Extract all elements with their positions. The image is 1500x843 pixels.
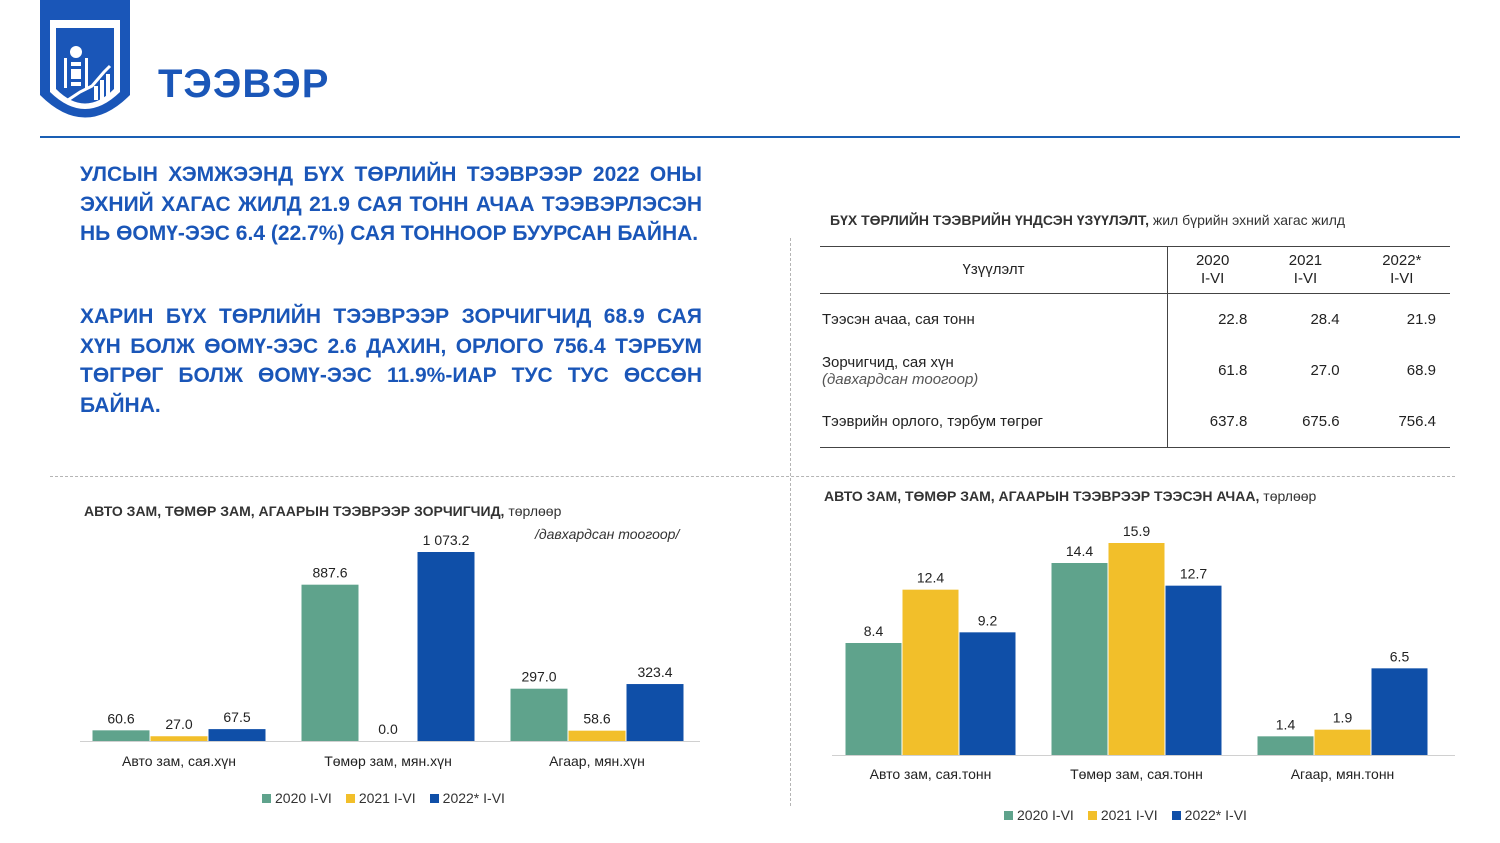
cargo-chart-legend: 2020 I-VI 2021 I-VI 2022* I-VI — [1004, 807, 1247, 823]
cell-value: 637.8 — [1167, 396, 1258, 448]
soyombo-logo — [40, 0, 130, 118]
passengers-chart-title: АВТО ЗАМ, ТӨМӨР ЗАМ, АГААРЫН ТЭЭВРЭЭР ЗО… — [84, 503, 562, 519]
legend-item-2020: 2020 I-VI — [1004, 807, 1074, 823]
header-divider — [40, 136, 1460, 138]
data-label: 297.0 — [521, 669, 556, 685]
legend-item-2021: 2021 I-VI — [345, 790, 416, 806]
category-label: Төмөр зам, мян.хүн — [324, 753, 452, 769]
vertical-separator — [790, 238, 791, 806]
table-row: Зорчигчид, сая хүн (давхардсан тоогоор) 6… — [820, 345, 1450, 396]
bar — [902, 589, 959, 755]
cell-value: 68.9 — [1406, 362, 1436, 379]
bar — [1051, 563, 1108, 755]
data-label: 9.2 — [978, 612, 998, 628]
legend-swatch-2022 — [429, 793, 439, 803]
bar — [1314, 729, 1371, 755]
cell-value: 756.4 — [1353, 396, 1450, 448]
bar — [301, 584, 359, 741]
table-header-2022: 2022* I-VI — [1353, 246, 1450, 294]
row-label: Тээсэн ачаа, сая тонн — [822, 311, 975, 328]
row-sublabel: (давхардсан тоогоор) — [822, 370, 979, 388]
cargo-chart-title: АВТО ЗАМ, ТӨМӨР ЗАМ, АГААРЫН ТЭЭВРЭЭР ТЭ… — [824, 488, 1317, 504]
data-label: 1.4 — [1276, 716, 1296, 732]
legend-item-2022: 2022* I-VI — [1171, 807, 1247, 823]
table-row: Тээсэн ачаа, сая тонн 22.8 28.4 21.9 — [820, 293, 1450, 345]
table-title: БҮХ ТӨРЛИЙН ТЭЭВРИЙН ҮНДСЭН ҮЗҮҮЛЭЛТ, жи… — [830, 212, 1346, 228]
data-label: 67.5 — [223, 709, 250, 725]
legend-swatch-2022 — [1171, 810, 1181, 820]
bar — [568, 730, 626, 741]
bar — [626, 684, 684, 741]
category-label: Төмөр зам, сая.тонн — [1070, 766, 1203, 782]
legend-swatch-2021 — [345, 793, 355, 803]
table-header-label: Үзүүлэлт — [820, 246, 1168, 294]
legend-swatch-2021 — [1087, 810, 1097, 820]
data-label: 8.4 — [864, 623, 884, 639]
category-label: Агаар, мян.тонн — [1291, 766, 1395, 782]
data-label: 6.5 — [1390, 648, 1410, 664]
data-label: 323.4 — [637, 664, 672, 680]
legend-item-2022: 2022* I-VI — [429, 790, 505, 806]
data-label: 12.7 — [1180, 566, 1207, 582]
data-label: 15.9 — [1123, 523, 1150, 539]
bar — [92, 730, 150, 741]
legend-item-2020: 2020 I-VI — [262, 790, 332, 806]
data-label: 60.6 — [107, 710, 134, 726]
data-label: 0.0 — [378, 721, 398, 737]
data-label: 887.6 — [312, 565, 347, 581]
row-label: Тээврийн орлого, тэрбум төгрөг — [820, 396, 1168, 448]
bar — [1108, 543, 1165, 755]
bar — [845, 643, 902, 755]
data-label: 1 073.2 — [423, 532, 470, 548]
bar — [150, 736, 208, 741]
table-row: Тээврийн орлого, тэрбум төгрөг 637.8 675… — [820, 396, 1450, 448]
bar — [1371, 668, 1428, 755]
table-header-2020: 2020 I-VI — [1167, 246, 1258, 294]
cell-value: 27.0 — [1310, 362, 1340, 379]
page-title: ТЭЭВЭР — [158, 62, 330, 106]
category-label: Авто зам, сая.тонн — [870, 766, 992, 782]
horizontal-separator — [50, 476, 1455, 477]
row-label: Зорчигчид, сая хүн (давхардсан тоогоор) — [822, 353, 979, 388]
category-label: Агаар, мян.хүн — [549, 753, 645, 769]
bar — [1165, 585, 1222, 755]
bar — [208, 729, 266, 741]
legend-swatch-2020 — [262, 793, 271, 803]
table-header-2021: 2021 I-VI — [1257, 246, 1354, 294]
data-label: 14.4 — [1066, 543, 1093, 559]
cell-value: 28.4 — [1310, 311, 1340, 328]
cell-value: 675.6 — [1257, 396, 1354, 448]
data-label: 12.4 — [917, 570, 944, 586]
cell-value: 21.9 — [1406, 311, 1436, 328]
cell-value: 22.8 — [1167, 293, 1258, 345]
bar — [510, 688, 568, 741]
cell-value: 61.8 — [1167, 345, 1258, 396]
legend-swatch-2020 — [1004, 810, 1013, 820]
passengers-chart-note: /давхардсан тоогоор/ — [535, 526, 680, 542]
data-label: 1.9 — [1333, 710, 1353, 726]
bar — [417, 552, 475, 741]
category-label: Авто зам, сая.хүн — [122, 753, 236, 769]
data-label: 27.0 — [165, 716, 192, 732]
passengers-chart-legend: 2020 I-VI 2021 I-VI 2022* I-VI — [262, 790, 505, 806]
intro-paragraph-cargo: УЛСЫН ХЭМЖЭЭНД БҮХ ТӨРЛИЙН ТЭЭВРЭЭР 2022… — [80, 163, 702, 245]
legend-item-2021: 2021 I-VI — [1087, 807, 1158, 823]
intro-paragraph-passengers: ХАРИН БҮХ ТӨРЛИЙН ТЭЭВРЭЭР ЗОРЧИГЧИД 68.… — [80, 305, 702, 417]
indicators-table: Үзүүлэлт 2020 I-VI 2021 I-VI 2022* I-VI Тээ… — [820, 246, 1450, 448]
data-label: 58.6 — [583, 711, 610, 727]
bar — [959, 632, 1016, 755]
bar — [1257, 736, 1314, 755]
